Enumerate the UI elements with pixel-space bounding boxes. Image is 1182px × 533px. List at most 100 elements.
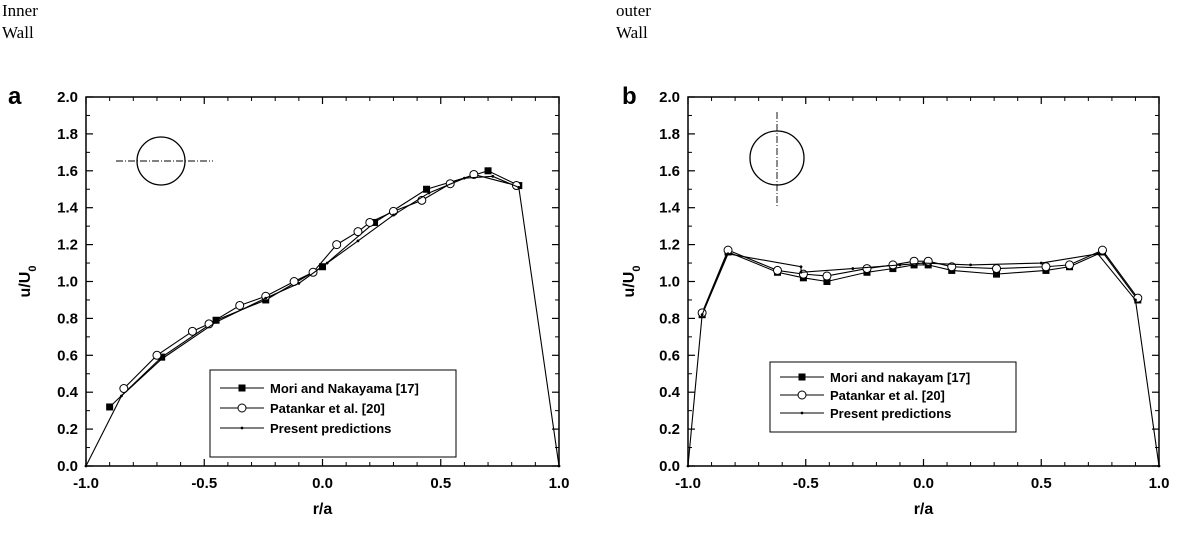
outer-wall-label-line2: Wall <box>616 23 648 42</box>
data-point <box>427 191 431 195</box>
y-tick-label: 1.4 <box>57 200 79 217</box>
data-point <box>1134 298 1137 302</box>
data-point <box>1096 252 1100 256</box>
data-point <box>392 213 395 217</box>
legend-marker <box>238 384 246 392</box>
data-point <box>120 394 123 398</box>
data-point <box>235 300 245 310</box>
legend-entry: Present predictions <box>830 406 951 421</box>
data-point <box>463 176 466 180</box>
data-point <box>822 271 832 281</box>
series-2 <box>686 252 1161 468</box>
data-point <box>371 218 379 226</box>
y-tick-label: 0.2 <box>57 421 78 438</box>
data-point <box>325 261 329 265</box>
legend-marker <box>237 403 247 413</box>
y-tick-label: 0.4 <box>659 384 681 401</box>
legend-marker <box>800 411 804 415</box>
data-point <box>992 264 1002 274</box>
legend-entry: Present predictions <box>270 421 391 436</box>
y-axis-title: u/U0 <box>17 266 39 298</box>
data-point <box>119 384 129 394</box>
data-point <box>423 185 431 193</box>
y-tick-label: 0.6 <box>57 347 78 364</box>
data-point <box>969 263 972 267</box>
y-tick-label: 1.2 <box>57 237 78 254</box>
data-point <box>686 464 690 468</box>
data-point <box>799 270 803 274</box>
x-tick-label: 0.5 <box>430 475 451 492</box>
x-axis-title: r/a <box>914 501 934 518</box>
data-point <box>264 296 268 300</box>
inner-wall-label: Inner Wall <box>2 0 38 44</box>
data-point <box>484 167 492 175</box>
chart-panel-a: a 0.0 0.2 0.4 0.6 0.8 1.0 1.2 1.4 1.6 1.8 2.0 -1.0 -0… <box>8 83 569 518</box>
series-line <box>687 253 1160 467</box>
y-tick-label: 1.8 <box>659 126 680 143</box>
series-line <box>123 173 517 389</box>
data-point <box>152 350 162 360</box>
y-tick-label: 1.4 <box>659 200 681 217</box>
y-tick-label: 0.6 <box>659 347 680 364</box>
y-axis-title-main: u/U <box>17 272 34 298</box>
data-point <box>353 227 363 237</box>
data-point <box>469 169 479 179</box>
data-point <box>772 265 782 275</box>
outer-wall-label: outer Wall <box>616 0 651 44</box>
series-line <box>701 249 1139 314</box>
data-point <box>726 252 730 256</box>
data-point <box>84 464 88 468</box>
data-point <box>332 240 342 250</box>
data-point <box>1097 245 1107 255</box>
y-axis-title: u/U0 <box>621 266 643 298</box>
y-tick-label: 2.0 <box>659 89 680 106</box>
data-point <box>356 239 360 243</box>
y-tick-label: 0.8 <box>57 310 78 327</box>
data-point <box>922 261 925 265</box>
y-tick-label: 1.6 <box>659 163 680 180</box>
x-tick-label: -1.0 <box>675 475 701 492</box>
legend-entry: Patankar et al. [20] <box>270 401 385 416</box>
data-point <box>557 464 561 468</box>
panel-letter: a <box>8 83 22 110</box>
legend-box <box>769 361 1017 433</box>
y-tick-label: 1.2 <box>659 237 680 254</box>
legend: Mori and nakayam [17] Patankar et al. [20… <box>769 361 1017 433</box>
data-point <box>1065 260 1075 270</box>
y-tick-label: 0.0 <box>57 458 78 475</box>
series-0 <box>698 248 1142 319</box>
legend-entry: Patankar et al. [20] <box>830 388 945 403</box>
y-tick-label: 1.6 <box>57 163 78 180</box>
series-1 <box>119 169 521 394</box>
y-tick-label: 1.0 <box>659 274 680 291</box>
series-line <box>85 175 560 467</box>
outer-wall-label-line1: outer <box>616 1 651 20</box>
data-point <box>158 353 166 361</box>
legend-marker <box>798 373 806 381</box>
series-1 <box>697 245 1143 318</box>
y-tick-label: 0.4 <box>57 384 79 401</box>
legend-box <box>209 369 457 458</box>
series-2 <box>84 174 561 468</box>
x-tick-label: 1.0 <box>549 475 570 492</box>
legend-marker <box>797 390 807 400</box>
x-axis-title: r/a <box>313 501 333 518</box>
y-axis-title-main: u/U <box>621 272 638 298</box>
x-tick-label: 0.0 <box>913 475 934 492</box>
y-tick-label: 1.8 <box>57 126 78 143</box>
y-tick-label: 0.8 <box>659 310 680 327</box>
legend-marker <box>240 426 244 430</box>
y-tick-label: 0.2 <box>659 421 680 438</box>
x-tick-label: 0.5 <box>1031 475 1052 492</box>
inner-wall-label-line2: Wall <box>2 23 34 42</box>
legend-entry: Mori and nakayam [17] <box>830 370 970 385</box>
data-point <box>187 326 197 336</box>
x-tick-label: -0.5 <box>191 475 217 492</box>
panel-letter: b <box>622 83 637 110</box>
inner-wall-label-line1: Inner <box>2 1 38 20</box>
chart-panel-b: b 0.0 0.2 0.4 0.6 0.8 1.0 1.2 1.4 1.6 1.8 2.0 -1.0 -0… <box>621 83 1169 518</box>
data-point <box>1041 262 1051 272</box>
data-point <box>365 217 375 227</box>
y-axis-title-subscript: 0 <box>27 266 39 272</box>
data-point <box>106 403 114 411</box>
